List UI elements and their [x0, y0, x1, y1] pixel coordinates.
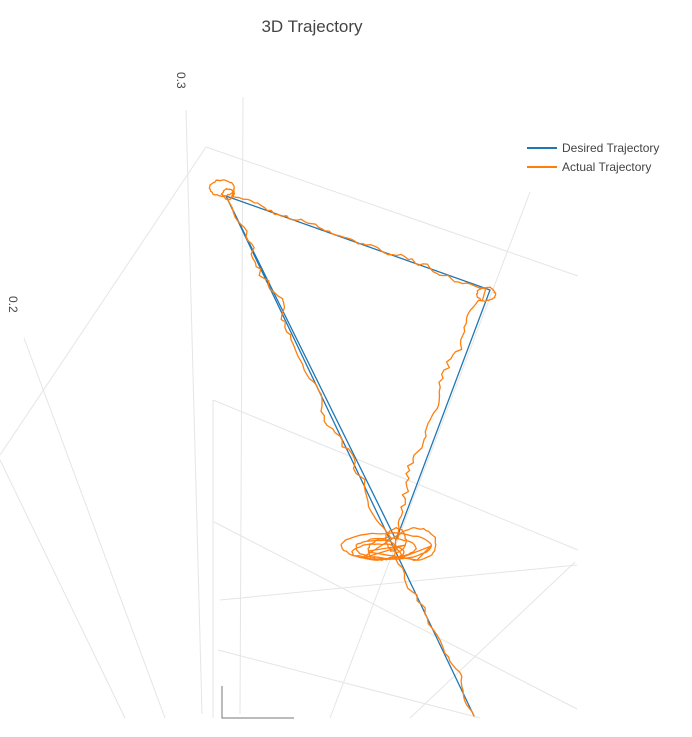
- grid-lines: [0, 96, 579, 719]
- z-tick-label-0.3: 0.3: [174, 72, 188, 89]
- legend-label-actual: Actual Trajectory: [562, 160, 651, 174]
- grid-line-3: [0, 146, 207, 456]
- desired-trajectory-layer: [225, 195, 491, 717]
- grid-line-9: [23, 337, 166, 719]
- grid-line-6: [213, 521, 578, 710]
- legend-item-actual[interactable]: Actual Trajectory: [527, 160, 651, 174]
- grid-line-4: [212, 399, 579, 551]
- grid-line-2: [205, 146, 579, 277]
- grid-line-10: [0, 459, 126, 719]
- grid-line-12: [409, 561, 576, 719]
- grid-line-11: [329, 191, 531, 719]
- grid-line-0: [185, 109, 203, 715]
- grid-line-7: [219, 564, 578, 601]
- grid-line-1: [239, 96, 244, 715]
- desired-trajectory-line[interactable]: [225, 195, 491, 717]
- actual-trajectory-layer: [208, 179, 497, 717]
- legend-label-desired: Desired Trajectory: [562, 141, 659, 155]
- legend-item-desired[interactable]: Desired Trajectory: [527, 141, 659, 155]
- actual-trajectory-line[interactable]: [208, 179, 497, 717]
- chart-title: 3D Trajectory: [261, 17, 363, 36]
- z-tick-label-0.2: 0.2: [6, 296, 20, 313]
- grid-line-8: [217, 649, 481, 719]
- axis-corner-line: [221, 686, 294, 719]
- legend: Desired Trajectory Actual Trajectory: [527, 141, 659, 174]
